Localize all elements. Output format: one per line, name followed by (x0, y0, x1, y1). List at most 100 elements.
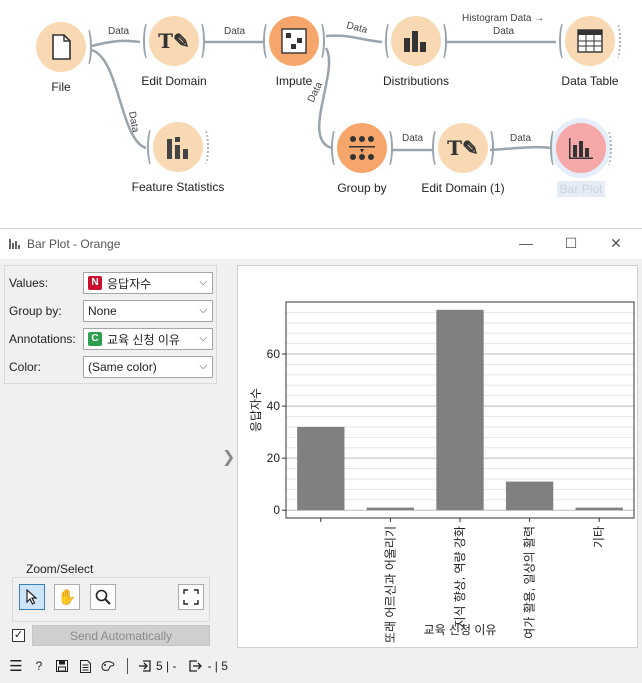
pan-tool-button[interactable]: ✋ (54, 584, 80, 610)
color-row: Color: (Same color) ⌵ (9, 353, 213, 381)
visual-settings-icon[interactable] (101, 659, 115, 673)
annotations-combo[interactable]: C 교육 신청 이유 ⌵ (83, 328, 213, 350)
node-edit-domain-1-label: Edit Domain (1) (421, 181, 505, 195)
output-count: - | 5 (207, 659, 228, 673)
close-button[interactable]: ✕ (610, 235, 622, 251)
zoom-tool-button[interactable] (90, 584, 116, 610)
pointer-tool-icon (26, 589, 38, 605)
bar-stats-icon (167, 137, 188, 159)
link-file-edit (91, 39, 141, 48)
node-data-table-bubble (559, 16, 621, 66)
save-icon[interactable] (55, 659, 69, 673)
x-tick-label: 여가 활용, 일상의 활력 (523, 526, 537, 639)
link-label-file-stats: Data (126, 111, 141, 134)
send-automatically-checkbox[interactable]: ✓ (12, 629, 25, 642)
color-label: Color: (9, 360, 42, 374)
node-edit-domain-1-bubble: T✎ (432, 123, 494, 173)
node-distributions-label: Distributions (382, 74, 450, 88)
report-icon[interactable] (78, 659, 92, 673)
group-by-dots-icon (349, 136, 375, 160)
chevron-down-icon: ⌵ (199, 277, 207, 288)
link-label-edit-impute: Data (224, 26, 246, 37)
bars (297, 309, 623, 511)
node-edit-domain-label: Edit Domain (141, 74, 207, 88)
bar[interactable] (366, 507, 415, 511)
link-file-stats (91, 48, 147, 150)
control-panel: Values: N 응답자수 ⌵ Group by: None ⌵ Annota… (4, 265, 217, 384)
numeric-variable-icon: N (88, 276, 102, 290)
bar[interactable] (297, 426, 345, 511)
send-automatically-button[interactable]: Send Automatically (32, 625, 210, 646)
node-feature-statistics-bubble (147, 122, 209, 172)
input-icon (137, 659, 151, 673)
status-bar: ☰ ? 5 | - - | 5 (0, 655, 642, 677)
link-label-dist-table-1: Histogram Data → (462, 13, 544, 24)
text-edit-icon: T✎ (158, 29, 190, 53)
bar[interactable] (575, 507, 623, 511)
link-label-group-edit1: Data (402, 133, 424, 144)
node-distributions[interactable]: Distributions (356, 16, 476, 88)
text-edit-icon: T✎ (447, 136, 479, 160)
menu-icon[interactable]: ☰ (9, 658, 23, 675)
chevron-down-icon: ⌵ (199, 361, 207, 372)
link-impute-group (318, 47, 333, 150)
values-combo[interactable]: N 응답자수 ⌵ (83, 272, 213, 294)
node-impute[interactable]: Impute (234, 16, 354, 88)
color-selected: (Same color) (88, 360, 157, 374)
reset-zoom-button[interactable] (178, 584, 204, 610)
node-feature-statistics[interactable]: Feature Statistics (118, 122, 238, 194)
x-ticks: 또래 어르신과 어울리기 지식 향상, 역량 강화 여가 활용, 일상의 활력 기타 (320, 518, 606, 643)
window-title: Bar Plot - Orange (27, 237, 121, 251)
node-file[interactable]: File (1, 22, 121, 94)
workflow-canvas[interactable]: Data Data Data Data Data Histogram Data … (0, 0, 642, 228)
file-icon (52, 34, 71, 60)
node-edit-domain[interactable]: T✎ Edit Domain (114, 16, 234, 88)
collapse-panel-arrow-icon[interactable]: ❯ (222, 449, 236, 466)
plot-area[interactable]: 0 20 40 60 또래 어르신과 어울리기 지식 향상, 역량 강화 여가 활용, 일… (237, 265, 638, 648)
pointer-tool-button[interactable] (19, 584, 45, 610)
data-controls-box: Values: N 응답자수 ⌵ Group by: None ⌵ Annota… (4, 265, 217, 384)
pan-hand-icon: ✋ (57, 589, 77, 606)
bar[interactable] (436, 309, 484, 511)
node-impute-bubble (263, 16, 325, 66)
categorical-variable-icon: C (88, 332, 102, 346)
workflow-links: Data Data Data Data Data Histogram Data … (91, 13, 556, 152)
group-by-selected: None (88, 304, 117, 318)
link-impute-dist (325, 34, 383, 44)
color-combo[interactable]: (Same color) ⌵ (83, 356, 213, 378)
link-label-file-edit: Data (108, 26, 130, 37)
bar-chart: 0 20 40 60 또래 어르신과 어울리기 지식 향상, 역량 강화 여가 활용, 일… (249, 301, 635, 643)
node-impute-label: Impute (275, 74, 313, 88)
node-bar-plot-label: Bar Plot (556, 181, 606, 197)
values-label: Values: (9, 276, 49, 290)
help-icon[interactable]: ? (35, 659, 43, 673)
group-by-label: Group by: (9, 304, 62, 318)
node-group-by-label: Group by (337, 181, 387, 195)
x-tick-label: 기타 (592, 526, 606, 548)
link-label-impute-dist: Data (345, 20, 369, 36)
node-feature-statistics-label: Feature Statistics (131, 180, 225, 194)
node-group-by[interactable]: Group by (302, 123, 422, 195)
minimize-button[interactable]: — (519, 235, 533, 251)
window-titlebar[interactable]: Bar Plot - Orange — ☐ ✕ (0, 229, 642, 259)
chevron-down-icon: ⌵ (199, 333, 207, 344)
bar[interactable] (505, 481, 554, 511)
node-data-table[interactable]: Data Table (530, 16, 642, 88)
node-group-by-bubble (331, 123, 393, 173)
group-by-combo[interactable]: None ⌵ (83, 300, 213, 322)
y-tick-label: 0 (273, 503, 280, 517)
annotations-label: Annotations: (9, 332, 76, 346)
node-distributions-bubble (385, 16, 447, 66)
maximize-button[interactable]: ☐ (564, 235, 578, 251)
x-tick-label: 또래 어르신과 어울리기 (383, 526, 397, 643)
node-bar-plot[interactable]: Bar Plot (521, 123, 641, 198)
chevron-down-icon: ⌵ (199, 305, 207, 316)
values-row: Values: N 응답자수 ⌵ (9, 269, 213, 297)
link-label-dist-table-2: Data (493, 26, 515, 37)
x-tick-label: 지식 향상, 역량 강화 (453, 526, 467, 628)
node-edit-domain-1[interactable]: T✎ Edit Domain (1) (403, 123, 523, 195)
bar-plot-icon (569, 138, 593, 159)
plot-frame (285, 301, 635, 519)
bar-plot-app-icon (9, 239, 21, 249)
node-edit-domain-bubble: T✎ (143, 16, 205, 66)
